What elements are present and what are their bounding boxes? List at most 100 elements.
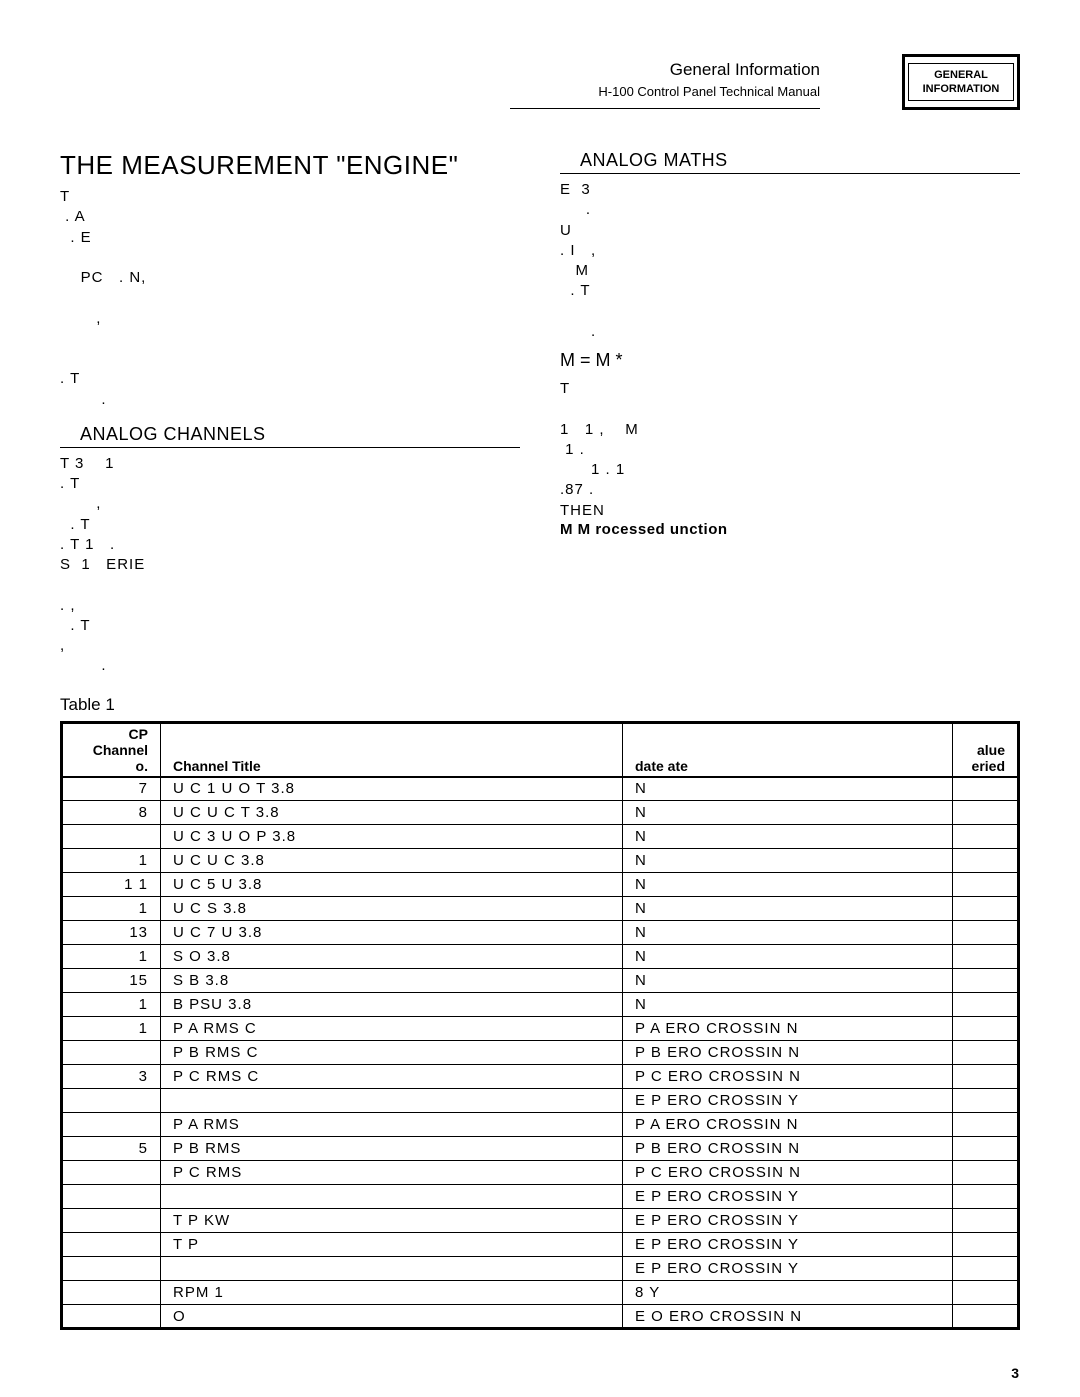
- table-cell: P B RMS C: [161, 1041, 623, 1065]
- table-row: T PE P ERO CROSSIN Y: [62, 1233, 1019, 1257]
- table-cell: P A RMS C: [161, 1017, 623, 1041]
- table-row: P A RMSP A ERO CROSSIN N: [62, 1113, 1019, 1137]
- table-header-cell: Channel Title: [161, 722, 623, 777]
- table-row: E P ERO CROSSIN Y: [62, 1257, 1019, 1281]
- table-cell: P A ERO CROSSIN N: [623, 1017, 953, 1041]
- maths-body1: E 3 . U . I , M . T .: [560, 180, 1020, 342]
- table-row: 1P A RMS CP A ERO CROSSIN N: [62, 1017, 1019, 1041]
- table-cell: [62, 1305, 161, 1329]
- table-cell: E P ERO CROSSIN Y: [623, 1257, 953, 1281]
- table-cell: 15: [62, 969, 161, 993]
- table-header-cell: CP Channel o.: [62, 722, 161, 777]
- table-cell: [62, 1209, 161, 1233]
- table-row: 1U C S 3.8N: [62, 897, 1019, 921]
- info-badge-inner: GENERAL INFORMATION: [908, 63, 1014, 102]
- table-cell: [62, 1113, 161, 1137]
- table-cell: RPM 1: [161, 1281, 623, 1305]
- table-cell: E P ERO CROSSIN Y: [623, 1233, 953, 1257]
- table-cell: P C RMS C: [161, 1065, 623, 1089]
- table-row: 1U C U C 3.8N: [62, 849, 1019, 873]
- table-cell: N: [623, 777, 953, 801]
- table-cell: [62, 1281, 161, 1305]
- table-cell: U C 3 U O P 3.8: [161, 825, 623, 849]
- table-cell: N: [623, 921, 953, 945]
- table-cell: U C 5 U 3.8: [161, 873, 623, 897]
- table-cell: P B ERO CROSSIN N: [623, 1041, 953, 1065]
- formula: M = M *: [560, 350, 1020, 371]
- table-cell: 1: [62, 897, 161, 921]
- table-row: 3P C RMS CP C ERO CROSSIN N: [62, 1065, 1019, 1089]
- table-cell: [161, 1185, 623, 1209]
- table-cell: U C S 3.8: [161, 897, 623, 921]
- info-badge: GENERAL INFORMATION: [902, 54, 1020, 110]
- table-row: 15S B 3.8N: [62, 969, 1019, 993]
- table-cell: [161, 1257, 623, 1281]
- table-header-row: CP Channel o.Channel Titledate atealue e…: [62, 722, 1019, 777]
- table-cell: [953, 1257, 1019, 1281]
- badge-line2: INFORMATION: [913, 82, 1009, 96]
- table-cell: [953, 1281, 1019, 1305]
- table-row: 7U C 1 U O T 3.8N: [62, 777, 1019, 801]
- table-cell: [62, 1233, 161, 1257]
- two-column-layout: THE MEASUREMENT "ENGINE" T . A . E PC . …: [60, 150, 1020, 677]
- table-cell: S B 3.8: [161, 969, 623, 993]
- table-cell: N: [623, 873, 953, 897]
- table-row: P C RMSP C ERO CROSSIN N: [62, 1161, 1019, 1185]
- table-row: E P ERO CROSSIN Y: [62, 1089, 1019, 1113]
- table-cell: 8: [62, 801, 161, 825]
- table-cell: 3: [62, 1065, 161, 1089]
- table-cell: [953, 873, 1019, 897]
- table-row: 1 1U C 5 U 3.8N: [62, 873, 1019, 897]
- table-caption: Table 1: [60, 695, 1020, 715]
- right-column: ANALOG MATHS E 3 . U . I , M . T . M = M…: [560, 150, 1020, 677]
- table-cell: [62, 825, 161, 849]
- table-cell: 5: [62, 1137, 161, 1161]
- table-cell: N: [623, 945, 953, 969]
- table-cell: [62, 1089, 161, 1113]
- table-cell: N: [623, 993, 953, 1017]
- table-cell: [953, 1209, 1019, 1233]
- table-cell: [953, 1065, 1019, 1089]
- table-cell: [953, 1113, 1019, 1137]
- table-head: CP Channel o.Channel Titledate atealue e…: [62, 722, 1019, 777]
- table-cell: 8 Y: [623, 1281, 953, 1305]
- table-cell: N: [623, 849, 953, 873]
- analog-channels-body: T 3 1 . T , . T . T 1 . S 1 ERIE . , . T…: [60, 454, 520, 677]
- table-cell: P A RMS: [161, 1113, 623, 1137]
- table-cell: U C U C T 3.8: [161, 801, 623, 825]
- table-row: 5P B RMSP B ERO CROSSIN N: [62, 1137, 1019, 1161]
- table-cell: N: [623, 897, 953, 921]
- table-cell: [62, 1185, 161, 1209]
- table-cell: 1: [62, 849, 161, 873]
- table-cell: [62, 1041, 161, 1065]
- table-header-cell: alue eried: [953, 722, 1019, 777]
- table-cell: [161, 1089, 623, 1113]
- table-cell: 13: [62, 921, 161, 945]
- header-text: General Information H-100 Control Panel …: [598, 60, 820, 99]
- page-number: 3: [1011, 1365, 1020, 1381]
- header-section: General Information: [598, 60, 820, 80]
- table-cell: [953, 1305, 1019, 1329]
- table-cell: [953, 1017, 1019, 1041]
- table-cell: [953, 1137, 1019, 1161]
- table-cell: S O 3.8: [161, 945, 623, 969]
- table-row: 13U C 7 U 3.8N: [62, 921, 1019, 945]
- table-cell: N: [623, 969, 953, 993]
- table-row: RPM 18 Y: [62, 1281, 1019, 1305]
- table-cell: [953, 969, 1019, 993]
- table-cell: E P ERO CROSSIN Y: [623, 1089, 953, 1113]
- intro-text: T . A . E PC . N, , . T .: [60, 187, 520, 410]
- table-cell: U C U C 3.8: [161, 849, 623, 873]
- table-row: T P KWE P ERO CROSSIN Y: [62, 1209, 1019, 1233]
- table-cell: [953, 1041, 1019, 1065]
- table-cell: B PSU 3.8: [161, 993, 623, 1017]
- table-cell: [953, 1185, 1019, 1209]
- table-cell: [953, 825, 1019, 849]
- table-cell: [953, 1233, 1019, 1257]
- table-cell: O: [161, 1305, 623, 1329]
- table-cell: 1: [62, 1017, 161, 1041]
- table-cell: [953, 1089, 1019, 1113]
- table-cell: U C 1 U O T 3.8: [161, 777, 623, 801]
- table-cell: P B RMS: [161, 1137, 623, 1161]
- table-cell: P C ERO CROSSIN N: [623, 1065, 953, 1089]
